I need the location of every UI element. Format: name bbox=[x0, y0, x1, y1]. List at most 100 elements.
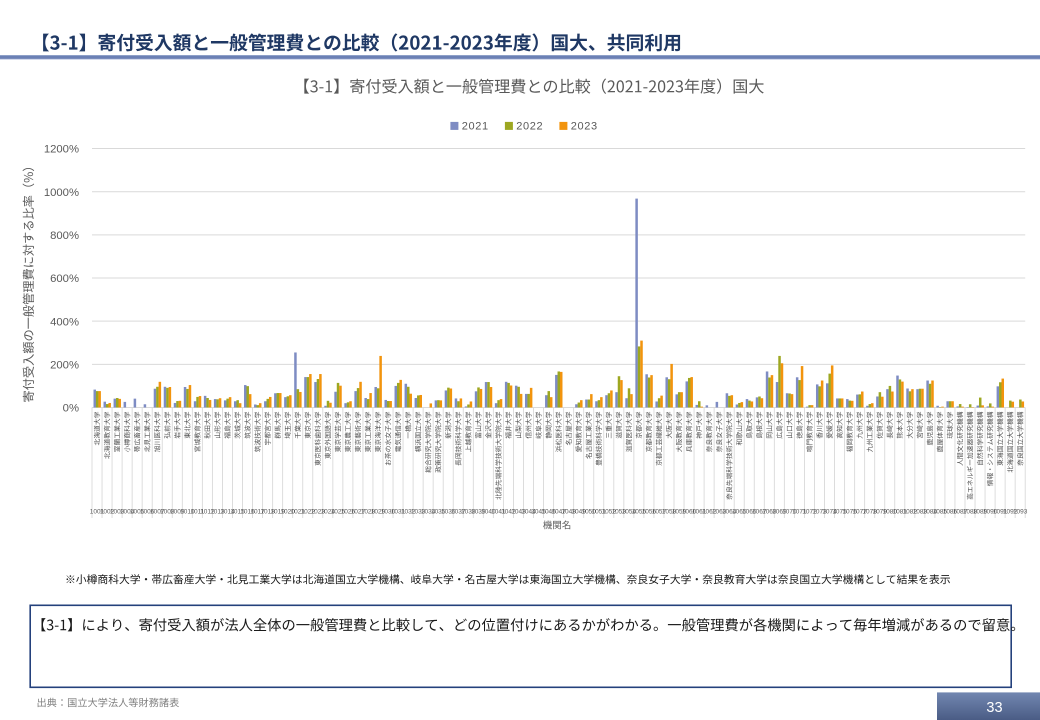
svg-text:1069: 1069 bbox=[772, 509, 787, 516]
svg-text:1036: 1036 bbox=[441, 509, 456, 516]
svg-text:1075: 1075 bbox=[832, 509, 847, 516]
svg-text:1044: 1044 bbox=[521, 509, 536, 516]
svg-text:1025: 1025 bbox=[331, 509, 346, 516]
svg-text:1200%: 1200% bbox=[44, 144, 79, 156]
svg-text:1072: 1072 bbox=[802, 509, 817, 516]
svg-text:1074: 1074 bbox=[822, 509, 837, 516]
svg-text:1006: 1006 bbox=[140, 509, 155, 516]
svg-text:1067: 1067 bbox=[752, 509, 767, 516]
svg-text:1055: 1055 bbox=[632, 509, 647, 516]
svg-text:1035: 1035 bbox=[431, 509, 446, 516]
svg-text:1023: 1023 bbox=[311, 509, 326, 516]
svg-text:1024: 1024 bbox=[321, 509, 336, 516]
svg-text:1042: 1042 bbox=[501, 509, 516, 516]
svg-text:1047: 1047 bbox=[551, 509, 566, 516]
svg-text:1041: 1041 bbox=[491, 509, 506, 516]
svg-text:1088: 1088 bbox=[963, 509, 978, 516]
svg-text:2023: 2023 bbox=[571, 120, 598, 132]
svg-text:1043: 1043 bbox=[511, 509, 526, 516]
svg-text:0%: 0% bbox=[63, 403, 79, 415]
svg-text:1048: 1048 bbox=[561, 509, 576, 516]
svg-text:1059: 1059 bbox=[672, 509, 687, 516]
svg-text:2021: 2021 bbox=[462, 120, 489, 132]
svg-text:2022: 2022 bbox=[516, 120, 543, 132]
svg-text:1085: 1085 bbox=[933, 509, 948, 516]
svg-text:1060: 1060 bbox=[682, 509, 697, 516]
svg-text:1070: 1070 bbox=[782, 509, 797, 516]
svg-text:1063: 1063 bbox=[712, 509, 727, 516]
svg-text:1019: 1019 bbox=[270, 509, 285, 516]
svg-text:1052: 1052 bbox=[602, 509, 617, 516]
svg-text:1020: 1020 bbox=[280, 509, 295, 516]
svg-text:1008: 1008 bbox=[160, 509, 175, 516]
svg-text:1086: 1086 bbox=[943, 509, 958, 516]
svg-text:1045: 1045 bbox=[531, 509, 546, 516]
svg-text:1056: 1056 bbox=[642, 509, 657, 516]
svg-text:1005: 1005 bbox=[130, 509, 145, 516]
svg-text:1066: 1066 bbox=[742, 509, 757, 516]
svg-text:1073: 1073 bbox=[812, 509, 827, 516]
svg-text:1051: 1051 bbox=[592, 509, 607, 516]
svg-text:1082: 1082 bbox=[903, 509, 918, 516]
svg-text:1029: 1029 bbox=[371, 509, 386, 516]
svg-text:1071: 1071 bbox=[792, 509, 807, 516]
svg-text:1079: 1079 bbox=[872, 509, 887, 516]
svg-text:1054: 1054 bbox=[622, 509, 637, 516]
svg-text:1084: 1084 bbox=[923, 509, 938, 516]
svg-text:1033: 1033 bbox=[411, 509, 426, 516]
svg-text:1062: 1062 bbox=[702, 509, 717, 516]
svg-text:1000%: 1000% bbox=[44, 187, 79, 199]
svg-text:1004: 1004 bbox=[120, 509, 135, 516]
svg-text:1040: 1040 bbox=[481, 509, 496, 516]
svg-text:1081: 1081 bbox=[893, 509, 908, 516]
svg-text:1014: 1014 bbox=[220, 509, 235, 516]
svg-text:1078: 1078 bbox=[862, 509, 877, 516]
svg-text:1021: 1021 bbox=[290, 509, 305, 516]
svg-text:1038: 1038 bbox=[461, 509, 476, 516]
svg-text:1080: 1080 bbox=[883, 509, 898, 516]
svg-text:1032: 1032 bbox=[401, 509, 416, 516]
svg-text:1031: 1031 bbox=[391, 509, 406, 516]
svg-text:1058: 1058 bbox=[662, 509, 677, 516]
svg-text:1037: 1037 bbox=[451, 509, 466, 516]
svg-text:1057: 1057 bbox=[652, 509, 667, 516]
svg-text:1053: 1053 bbox=[612, 509, 627, 516]
svg-text:1007: 1007 bbox=[150, 509, 165, 516]
svg-text:1018: 1018 bbox=[260, 509, 275, 516]
svg-text:1092: 1092 bbox=[1003, 509, 1018, 516]
svg-text:1011: 1011 bbox=[190, 509, 204, 516]
svg-text:1009: 1009 bbox=[170, 509, 185, 516]
svg-text:1016: 1016 bbox=[240, 509, 255, 516]
svg-text:1017: 1017 bbox=[250, 509, 265, 516]
svg-text:1046: 1046 bbox=[541, 509, 556, 516]
svg-text:400%: 400% bbox=[50, 316, 79, 328]
svg-text:1091: 1091 bbox=[993, 509, 1008, 516]
svg-text:1076: 1076 bbox=[842, 509, 857, 516]
svg-text:1013: 1013 bbox=[210, 509, 225, 516]
svg-text:33: 33 bbox=[986, 700, 1002, 716]
svg-text:1015: 1015 bbox=[230, 509, 245, 516]
svg-text:1026: 1026 bbox=[341, 509, 356, 516]
svg-text:1077: 1077 bbox=[852, 509, 867, 516]
svg-text:1089: 1089 bbox=[973, 509, 988, 516]
svg-text:1087: 1087 bbox=[953, 509, 968, 516]
svg-text:1030: 1030 bbox=[381, 509, 396, 516]
svg-text:600%: 600% bbox=[50, 273, 79, 285]
svg-text:1028: 1028 bbox=[361, 509, 376, 516]
svg-text:1034: 1034 bbox=[421, 509, 436, 516]
svg-text:1002: 1002 bbox=[100, 509, 115, 516]
svg-text:1083: 1083 bbox=[913, 509, 928, 516]
svg-text:1068: 1068 bbox=[762, 509, 777, 516]
svg-text:1039: 1039 bbox=[471, 509, 486, 516]
svg-text:1012: 1012 bbox=[200, 509, 215, 516]
svg-text:1061: 1061 bbox=[692, 509, 707, 516]
svg-text:1090: 1090 bbox=[983, 509, 998, 516]
svg-text:800%: 800% bbox=[50, 230, 79, 242]
svg-text:1010: 1010 bbox=[180, 509, 195, 516]
svg-text:1027: 1027 bbox=[351, 509, 366, 516]
svg-text:200%: 200% bbox=[50, 360, 79, 372]
svg-text:1064: 1064 bbox=[722, 509, 737, 516]
svg-text:1050: 1050 bbox=[581, 509, 596, 516]
svg-text:1093: 1093 bbox=[1013, 509, 1028, 516]
svg-text:1003: 1003 bbox=[110, 509, 125, 516]
